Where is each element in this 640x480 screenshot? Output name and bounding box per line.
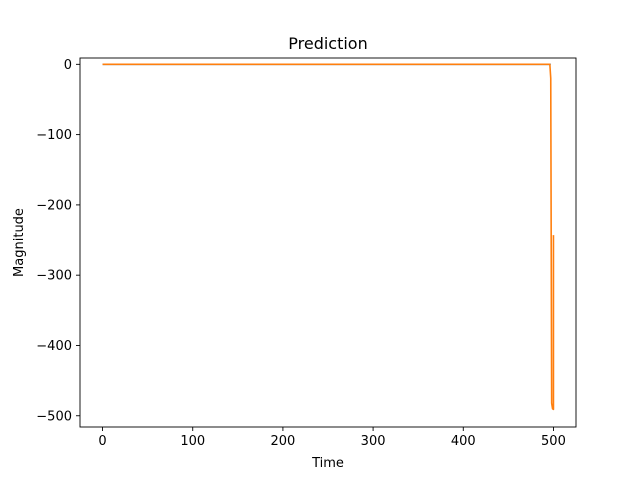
x-tick-label: 200 (270, 434, 295, 449)
y-tick-label: −400 (36, 339, 72, 354)
y-axis: 0 −100 −200 −300 −400 −500 (36, 58, 80, 424)
plot-frame (79, 57, 577, 428)
y-tick-label: −200 (36, 198, 72, 213)
series-layer (102, 63, 555, 411)
y-axis-label: Magnitude (12, 208, 27, 277)
x-tick-label: 100 (180, 434, 205, 449)
x-tick-label: 400 (451, 434, 476, 449)
x-tick-label: 0 (98, 434, 106, 449)
y-tick-label: −300 (36, 269, 72, 284)
y-tick-label: −100 (36, 128, 72, 143)
x-tick-label: 500 (541, 434, 566, 449)
y-tick-label: 0 (64, 58, 72, 73)
y-tick-label: −500 (36, 409, 72, 424)
series-line-predicted (102, 63, 555, 411)
x-axis: 0 100 200 300 400 500 (98, 427, 566, 449)
chart-title: Prediction (288, 34, 367, 53)
x-axis-label: Time (311, 456, 344, 471)
x-tick-label: 300 (361, 434, 386, 449)
